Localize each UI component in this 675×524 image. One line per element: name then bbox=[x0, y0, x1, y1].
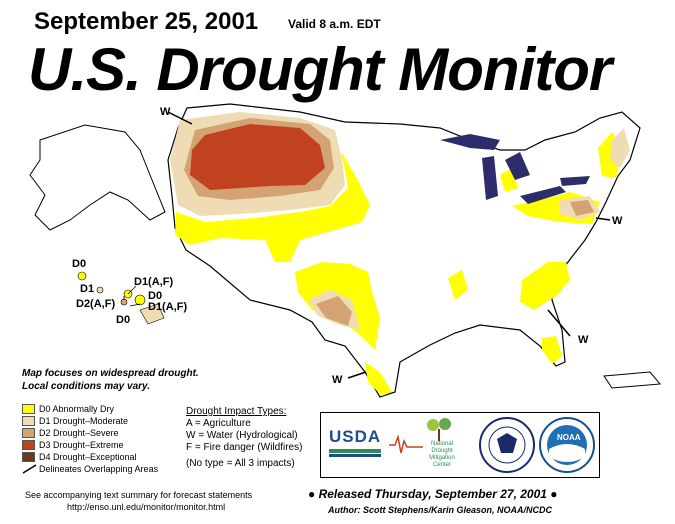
hawaii-label: D1(A,F) bbox=[134, 276, 174, 288]
impact-label-w-northwest: W bbox=[160, 106, 171, 118]
ndmc-logo-graph-icon bbox=[389, 434, 423, 454]
hawaii-islands bbox=[77, 271, 165, 325]
legend-label: D0 Abnormally Dry bbox=[39, 404, 115, 414]
puerto-rico bbox=[603, 371, 661, 389]
impact-w: W = Water (Hydrological) bbox=[186, 430, 298, 441]
impact-types-title: Drought Impact Types: bbox=[186, 406, 287, 417]
usda-logo: USDA bbox=[329, 427, 381, 461]
note-line-2: Local conditions may vary. bbox=[22, 381, 151, 392]
hawaii-label: D0 bbox=[116, 314, 131, 326]
d2-southwest bbox=[316, 296, 352, 326]
text-summary-note: See accompanying text summary for foreca… bbox=[25, 490, 253, 500]
legend-label: D3 Drought–Extreme bbox=[39, 440, 124, 450]
page-title: U.S. Drought Monitor bbox=[28, 36, 612, 103]
monitor-url[interactable]: http://enso.unl.edu/monitor/monitor.html bbox=[67, 502, 226, 512]
ndmc-text-line: Mitigation bbox=[429, 455, 455, 461]
d0-florida bbox=[542, 336, 562, 364]
valid-time: Valid 8 a.m. EDT bbox=[288, 17, 381, 31]
author-line: Author: Scott Stephens/Karin Gleason, NO… bbox=[328, 505, 553, 515]
great-lakes bbox=[440, 134, 590, 204]
legend-swatch bbox=[22, 404, 35, 414]
legend-item-d1: D1 Drought–Moderate bbox=[22, 415, 158, 427]
note-line-1: Map focuses on widespread drought. bbox=[22, 368, 199, 379]
impact-none: (No type = All 3 impacts) bbox=[186, 458, 295, 469]
sponsor-logos: USDA National Drought Mitigation Center … bbox=[320, 412, 600, 478]
d0-arkansas bbox=[448, 270, 468, 300]
impact-label-w-texas: W bbox=[332, 374, 343, 386]
overlap-line-northwest bbox=[167, 111, 193, 125]
legend-item-overlap: Delineates Overlapping Areas bbox=[22, 463, 158, 475]
noaa-logo-text: NOAA bbox=[557, 433, 581, 442]
overlap-line-texas bbox=[347, 371, 367, 379]
impact-label-w-northeast: W bbox=[612, 215, 623, 227]
d0-west bbox=[175, 150, 370, 262]
usda-logo-text: USDA bbox=[329, 427, 382, 446]
hawaii-label: D0 bbox=[148, 290, 163, 302]
legend-swatch bbox=[22, 452, 35, 462]
release-date-text: Released Thursday, September 27, 2001 bbox=[318, 487, 547, 501]
hawaii-label: D2(A,F) bbox=[76, 298, 116, 310]
legend-swatch bbox=[22, 416, 35, 426]
impact-label-w-southeast: W bbox=[578, 334, 589, 346]
legend-label: Delineates Overlapping Areas bbox=[39, 464, 159, 474]
impact-a: A = Agriculture bbox=[186, 418, 251, 429]
legend-item-d4: D4 Drought–Exceptional bbox=[22, 451, 158, 463]
d2-northeast bbox=[570, 200, 594, 216]
legend-item-d0: D0 Abnormally Dry bbox=[22, 403, 158, 415]
alaska-outline bbox=[29, 124, 166, 231]
hawaii-leaders bbox=[123, 285, 141, 307]
hawaii-label: D1(A,F) bbox=[148, 301, 188, 313]
release-date: ● Released Thursday, September 27, 2001 … bbox=[308, 487, 558, 501]
ndmc-text-line: Center bbox=[432, 462, 451, 468]
overlap-line-icon bbox=[22, 464, 37, 474]
noaa-logo-icon bbox=[539, 417, 595, 473]
hawaii-label: D1 bbox=[80, 283, 95, 295]
legend-label: D2 Drought–Severe bbox=[39, 428, 119, 438]
ndmc-logo-text: National Drought Mitigation Center bbox=[423, 441, 461, 469]
legend: D0 Abnormally Dry D1 Drought–Moderate D2… bbox=[22, 403, 158, 475]
overlap-line-southeast bbox=[547, 309, 571, 337]
map-date: September 25, 2001 bbox=[34, 8, 259, 35]
legend-item-d3: D3 Drought–Extreme bbox=[22, 439, 158, 451]
overlap-line-northeast bbox=[595, 217, 611, 221]
legend-swatch bbox=[22, 428, 35, 438]
hawaii-label: D0 bbox=[72, 258, 87, 270]
impact-types: Drought Impact Types: A = Agriculture W … bbox=[186, 406, 302, 470]
commerce-seal-icon bbox=[479, 417, 535, 473]
ndmc-text-line: Drought bbox=[431, 448, 453, 454]
d0-texas-coast bbox=[365, 362, 392, 396]
d3-northwest bbox=[190, 124, 325, 190]
legend-label: D1 Drought–Moderate bbox=[39, 416, 129, 426]
impact-f: F = Fire danger (Wildfires) bbox=[186, 442, 303, 453]
legend-item-d2: D2 Drought–Severe bbox=[22, 427, 158, 439]
legend-label: D4 Drought–Exceptional bbox=[39, 452, 137, 462]
ndmc-logo-tree-icon bbox=[427, 418, 451, 441]
d1-newengland bbox=[610, 128, 630, 168]
ndmc-text-line: National bbox=[430, 441, 453, 447]
legend-swatch bbox=[22, 440, 35, 450]
d0-southeast bbox=[520, 262, 570, 310]
